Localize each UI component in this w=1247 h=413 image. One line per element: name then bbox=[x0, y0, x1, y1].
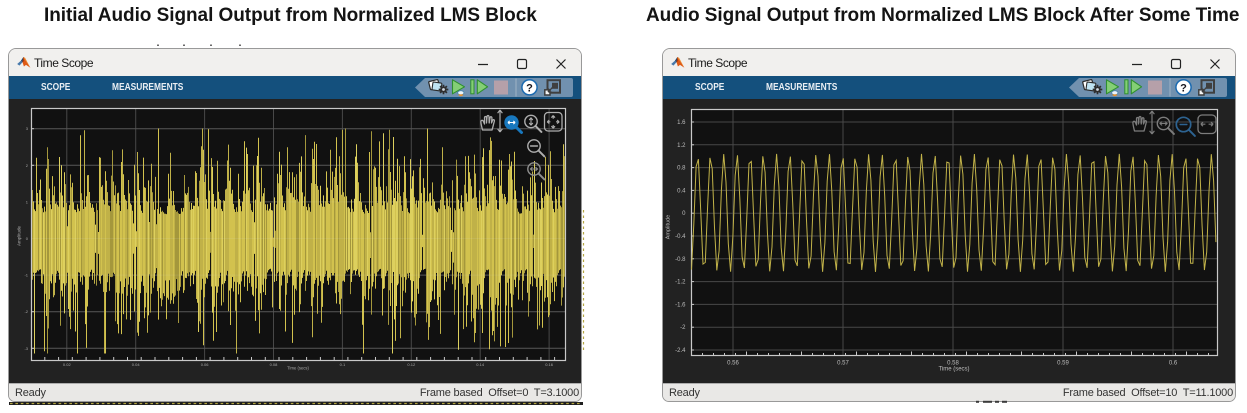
svg-text:-0.4: -0.4 bbox=[675, 234, 686, 240]
svg-text:-3: -3 bbox=[24, 346, 28, 351]
svg-text:1.2: 1.2 bbox=[677, 143, 686, 149]
svg-text:0.8: 0.8 bbox=[677, 166, 686, 172]
svg-text:?: ? bbox=[526, 82, 533, 94]
svg-text:0.56: 0.56 bbox=[727, 361, 739, 367]
svg-text:1: 1 bbox=[26, 199, 29, 204]
svg-text:0.06: 0.06 bbox=[201, 362, 210, 367]
svg-text:-1: -1 bbox=[24, 273, 28, 278]
svg-text:0.08: 0.08 bbox=[270, 362, 279, 367]
svg-text:2: 2 bbox=[26, 163, 29, 168]
svg-text:0.14: 0.14 bbox=[476, 362, 485, 367]
svg-text:0: 0 bbox=[682, 211, 686, 217]
svg-text:0: 0 bbox=[26, 236, 29, 241]
svg-text:1.6: 1.6 bbox=[677, 120, 686, 126]
svg-text:Time (secs): Time (secs) bbox=[938, 367, 969, 373]
svg-text:-2: -2 bbox=[24, 309, 28, 314]
svg-text:-2.4: -2.4 bbox=[675, 348, 686, 354]
svg-text:0.16: 0.16 bbox=[545, 362, 554, 367]
svg-text:-0.8: -0.8 bbox=[675, 257, 686, 263]
svg-text:Amplitude: Amplitude bbox=[17, 226, 22, 247]
svg-text:-1.6: -1.6 bbox=[675, 302, 686, 308]
svg-text:0.6: 0.6 bbox=[1169, 361, 1178, 367]
svg-text:0.12: 0.12 bbox=[407, 362, 416, 367]
svg-text:0.1: 0.1 bbox=[340, 362, 346, 367]
svg-text:Amplitude: Amplitude bbox=[666, 215, 672, 239]
svg-text:Time (secs): Time (secs) bbox=[287, 366, 309, 371]
svg-text:-1.2: -1.2 bbox=[675, 280, 686, 286]
svg-text:3: 3 bbox=[26, 126, 29, 131]
svg-text:?: ? bbox=[1180, 82, 1187, 94]
svg-text:0.59: 0.59 bbox=[1057, 361, 1069, 367]
svg-text:0.57: 0.57 bbox=[837, 361, 849, 367]
svg-text:0.02: 0.02 bbox=[63, 362, 72, 367]
svg-text:0.58: 0.58 bbox=[947, 361, 959, 367]
svg-text:-2: -2 bbox=[680, 325, 686, 331]
svg-text:0.4: 0.4 bbox=[677, 188, 686, 194]
svg-text:0.04: 0.04 bbox=[132, 362, 141, 367]
